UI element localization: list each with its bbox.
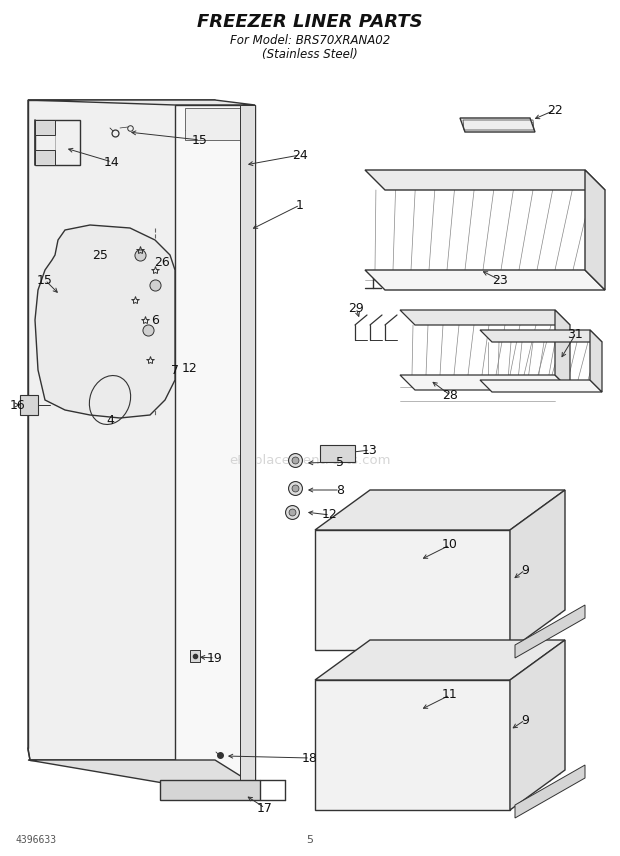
Polygon shape bbox=[175, 105, 255, 785]
Text: 9: 9 bbox=[521, 563, 529, 576]
Text: 31: 31 bbox=[567, 329, 583, 342]
Polygon shape bbox=[400, 310, 570, 325]
Polygon shape bbox=[190, 650, 200, 662]
Polygon shape bbox=[365, 270, 605, 290]
Text: For Model: BRS70XRANA02: For Model: BRS70XRANA02 bbox=[230, 33, 390, 46]
Polygon shape bbox=[480, 330, 602, 342]
Polygon shape bbox=[480, 380, 602, 392]
Polygon shape bbox=[515, 765, 585, 818]
Polygon shape bbox=[510, 490, 565, 650]
Text: 29: 29 bbox=[348, 301, 364, 314]
Text: 16: 16 bbox=[10, 399, 26, 412]
Text: 1: 1 bbox=[296, 199, 304, 211]
Polygon shape bbox=[185, 108, 245, 140]
Text: 15: 15 bbox=[37, 274, 53, 287]
Polygon shape bbox=[35, 225, 175, 418]
Polygon shape bbox=[35, 120, 55, 135]
Text: 24: 24 bbox=[292, 148, 308, 162]
Text: 4396633: 4396633 bbox=[15, 835, 56, 845]
Polygon shape bbox=[315, 640, 565, 680]
Polygon shape bbox=[365, 170, 605, 190]
Polygon shape bbox=[400, 375, 570, 390]
Text: 4: 4 bbox=[106, 413, 114, 426]
Text: 23: 23 bbox=[492, 274, 508, 287]
Text: 19: 19 bbox=[207, 651, 223, 664]
Text: FREEZER LINER PARTS: FREEZER LINER PARTS bbox=[197, 13, 423, 31]
Polygon shape bbox=[590, 330, 602, 392]
Text: 18: 18 bbox=[302, 752, 318, 764]
Text: 5: 5 bbox=[306, 835, 314, 845]
Text: 13: 13 bbox=[362, 443, 378, 456]
Text: 22: 22 bbox=[547, 104, 563, 116]
Polygon shape bbox=[160, 780, 260, 800]
Text: 12: 12 bbox=[182, 361, 198, 375]
Polygon shape bbox=[315, 680, 510, 810]
Polygon shape bbox=[555, 310, 570, 390]
Text: eReplacementParts.com: eReplacementParts.com bbox=[229, 454, 391, 467]
Text: 26: 26 bbox=[154, 255, 170, 269]
Text: (Stainless Steel): (Stainless Steel) bbox=[262, 47, 358, 61]
Polygon shape bbox=[510, 640, 565, 810]
Text: 7: 7 bbox=[171, 364, 179, 377]
Text: 10: 10 bbox=[442, 538, 458, 551]
Text: 8: 8 bbox=[336, 484, 344, 496]
Polygon shape bbox=[315, 490, 565, 530]
Text: 25: 25 bbox=[92, 248, 108, 261]
Polygon shape bbox=[320, 445, 355, 462]
Polygon shape bbox=[585, 170, 605, 290]
Text: 5: 5 bbox=[336, 455, 344, 468]
Polygon shape bbox=[460, 118, 535, 132]
Text: 28: 28 bbox=[442, 389, 458, 401]
Polygon shape bbox=[28, 100, 215, 760]
Polygon shape bbox=[315, 530, 510, 650]
Polygon shape bbox=[240, 105, 255, 785]
Polygon shape bbox=[28, 760, 255, 785]
Text: 11: 11 bbox=[442, 688, 458, 702]
Polygon shape bbox=[515, 605, 585, 658]
Polygon shape bbox=[28, 100, 255, 105]
Text: 6: 6 bbox=[151, 313, 159, 326]
Text: 12: 12 bbox=[322, 508, 338, 521]
Polygon shape bbox=[35, 150, 55, 165]
Text: 9: 9 bbox=[521, 714, 529, 727]
Text: 17: 17 bbox=[257, 801, 273, 815]
Text: 15: 15 bbox=[192, 134, 208, 146]
Polygon shape bbox=[20, 395, 38, 415]
Text: 14: 14 bbox=[104, 156, 120, 169]
